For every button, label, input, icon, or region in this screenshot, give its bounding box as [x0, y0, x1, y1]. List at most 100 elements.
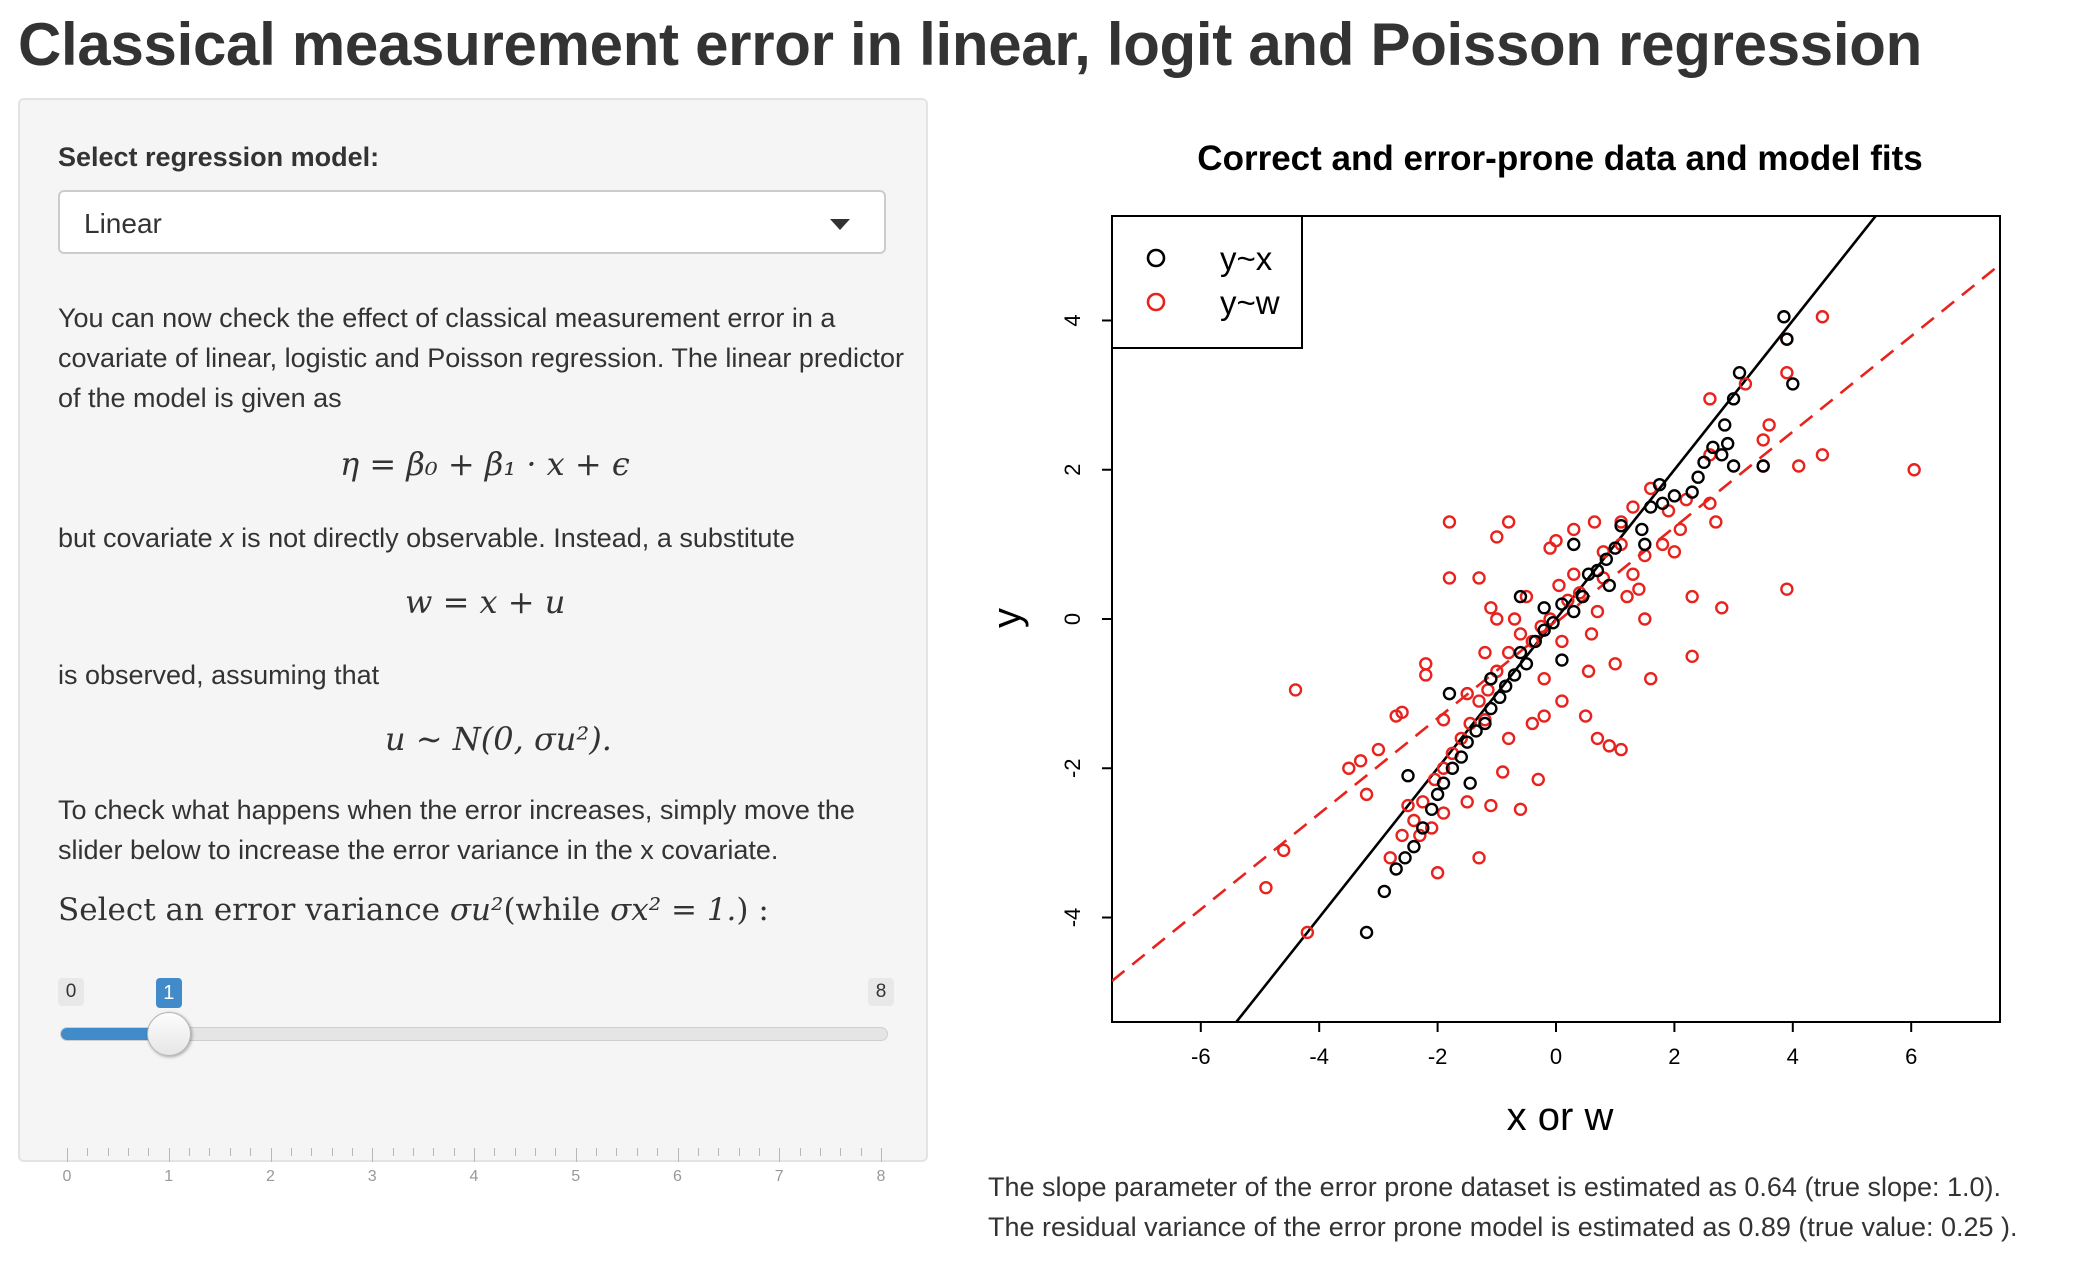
data-point	[1460, 686, 1474, 701]
data-point	[1472, 851, 1486, 865]
data-point	[1638, 537, 1652, 552]
legend-label: y~x	[1220, 240, 1273, 277]
data-point	[1780, 366, 1794, 380]
slider-track[interactable]	[60, 1027, 888, 1041]
slider-grid-label: 5	[571, 1168, 581, 1185]
data-point	[1501, 645, 1516, 660]
data-point	[1726, 459, 1741, 473]
slider-grid-label: 2	[266, 1168, 275, 1185]
observed-text: is observed, assuming that	[58, 660, 380, 690]
y-tick-label: 0	[1060, 613, 1085, 625]
x-tick-label: 0	[1550, 1044, 1562, 1069]
slider-grid-tick	[799, 1148, 801, 1156]
slider-grid-tick	[738, 1148, 740, 1156]
slider-grid-tick	[494, 1148, 496, 1156]
data-point	[1507, 668, 1522, 682]
slider-grid-tick	[575, 1148, 577, 1162]
sidebar-panel: Select regression model: Linear You can …	[18, 98, 928, 1185]
model-select[interactable]: Linear	[58, 190, 886, 254]
data-point	[1463, 776, 1477, 790]
data-point	[1608, 541, 1622, 555]
slider-grid-tick	[474, 1148, 475, 1162]
data-point	[1578, 709, 1593, 723]
slider-grid-tick	[148, 1148, 150, 1156]
slider-grid-tick	[392, 1148, 394, 1156]
slider-grid-tick	[250, 1148, 252, 1156]
data-point	[1715, 601, 1729, 615]
data-point	[1419, 657, 1433, 671]
data-point	[1478, 645, 1492, 660]
data-point	[1484, 601, 1498, 615]
slider-handle[interactable]	[146, 1012, 191, 1056]
data-point	[1792, 459, 1806, 473]
data-point	[1626, 567, 1640, 581]
data-point	[1416, 795, 1430, 809]
data-point	[1490, 612, 1504, 626]
substitute-equation: w = x + u	[405, 583, 566, 621]
data-point	[1424, 821, 1439, 835]
data-point	[1567, 567, 1581, 581]
fit-line-error-prone	[1112, 263, 2000, 982]
data-point	[1673, 522, 1688, 537]
slider-grid-tick	[168, 1148, 170, 1162]
y-tick-label: -2	[1060, 758, 1085, 778]
data-point	[1584, 627, 1599, 641]
data-point	[1655, 537, 1670, 552]
data-point	[1472, 694, 1486, 708]
predictor-equation: η = β₀ + β₁ · x + ϵ	[340, 445, 630, 483]
slider-intro-text: To check what happens when the error inc…	[58, 795, 855, 865]
data-point	[1401, 798, 1415, 813]
data-point	[1359, 787, 1374, 802]
data-point	[1442, 515, 1457, 529]
data-point	[1460, 735, 1474, 749]
data-point	[1685, 589, 1699, 604]
data-point	[1454, 750, 1468, 764]
slider-grid-tick	[881, 1148, 882, 1162]
slider-grid-tick	[555, 1148, 557, 1156]
y-tick-label: 4	[1060, 314, 1085, 326]
data-point	[1602, 739, 1616, 753]
slider-grid-tick	[189, 1148, 191, 1156]
data-point	[1413, 828, 1427, 843]
data-point	[1371, 742, 1386, 757]
legend-label: y~w	[1220, 284, 1280, 321]
data-point	[1567, 537, 1581, 552]
data-point	[1288, 683, 1303, 697]
data-point	[1469, 724, 1483, 738]
slider-value-label: 1	[155, 978, 182, 1008]
data-point	[1555, 653, 1569, 667]
slider-grid-tick	[596, 1148, 598, 1156]
data-point	[1407, 839, 1421, 854]
data-point	[1436, 776, 1451, 790]
data-point	[1359, 925, 1374, 940]
data-point	[1484, 798, 1498, 813]
data-point	[1652, 477, 1667, 492]
slider-grid-tick	[229, 1148, 231, 1156]
data-point	[1528, 634, 1542, 649]
slider-grid-tick	[67, 1148, 68, 1162]
data-point	[1442, 686, 1457, 701]
data-point	[1626, 500, 1640, 514]
data-point	[1614, 742, 1628, 757]
data-point	[1590, 604, 1605, 619]
data-point	[1407, 813, 1421, 828]
data-point	[1389, 862, 1403, 876]
data-point	[1552, 578, 1566, 593]
caret-down-icon[interactable]	[830, 219, 850, 230]
page-title: Classical measurement error in linear, l…	[18, 11, 1922, 78]
y-tick-label: 2	[1060, 464, 1085, 476]
data-point	[1614, 519, 1628, 533]
data-point	[1596, 571, 1611, 585]
data-point	[1436, 713, 1451, 727]
data-point	[1667, 489, 1682, 503]
intro-text: You can now check the effect of classica…	[58, 303, 904, 413]
data-point	[1907, 463, 1921, 477]
footer-variance-text: The residual variance of the error prone…	[988, 1212, 2018, 1242]
slider-grid-label: 7	[774, 1168, 784, 1185]
covariate-text: but covariate x is not directly observab…	[58, 523, 795, 553]
data-point	[1555, 597, 1569, 611]
data-point	[1484, 701, 1498, 716]
slider-grid-label: 4	[469, 1168, 479, 1185]
slider-grid-label: 0	[62, 1168, 72, 1185]
data-point	[1537, 601, 1551, 615]
